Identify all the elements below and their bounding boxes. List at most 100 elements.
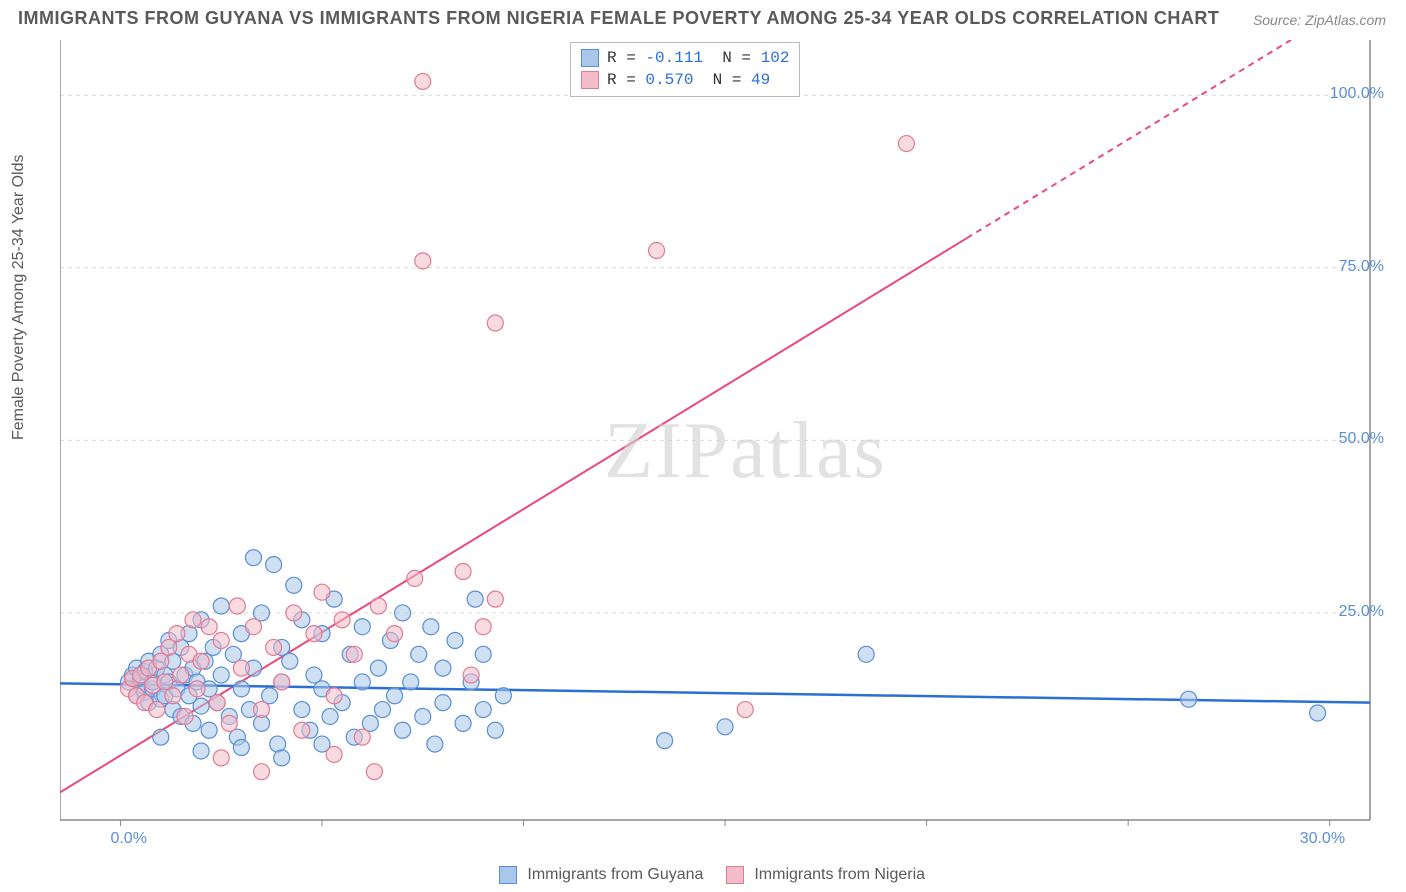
y-axis-label: Female Poverty Among 25-34 Year Olds bbox=[10, 155, 28, 441]
point-guyana bbox=[245, 550, 261, 566]
point-guyana bbox=[354, 674, 370, 690]
point-nigeria bbox=[326, 746, 342, 762]
point-guyana bbox=[193, 743, 209, 759]
y-tick-label: 100.0% bbox=[1330, 85, 1384, 103]
point-nigeria bbox=[294, 722, 310, 738]
point-nigeria bbox=[233, 660, 249, 676]
y-tick-label: 50.0% bbox=[1339, 430, 1384, 448]
point-guyana bbox=[213, 598, 229, 614]
y-tick-label: 75.0% bbox=[1339, 258, 1384, 276]
stats-swatch-guyana bbox=[581, 49, 599, 67]
point-guyana bbox=[858, 646, 874, 662]
point-guyana bbox=[201, 722, 217, 738]
legend-label-guyana: Immigrants from Guyana bbox=[527, 866, 703, 883]
point-guyana bbox=[213, 667, 229, 683]
stats-swatch-nigeria bbox=[581, 71, 599, 89]
point-guyana bbox=[475, 702, 491, 718]
point-guyana bbox=[403, 674, 419, 690]
point-guyana bbox=[435, 695, 451, 711]
point-guyana bbox=[322, 708, 338, 724]
point-guyana bbox=[475, 646, 491, 662]
point-guyana bbox=[435, 660, 451, 676]
point-nigeria bbox=[314, 584, 330, 600]
point-guyana bbox=[286, 577, 302, 593]
point-guyana bbox=[266, 557, 282, 573]
stats-row-nigeria: R = 0.570 N = 49 bbox=[581, 69, 789, 91]
point-nigeria bbox=[370, 598, 386, 614]
legend-swatch-nigeria bbox=[726, 866, 744, 884]
source-attribution: Source: ZipAtlas.com bbox=[1253, 12, 1386, 28]
point-nigeria bbox=[213, 750, 229, 766]
source-label: Source: bbox=[1253, 12, 1301, 28]
source-value: ZipAtlas.com bbox=[1305, 12, 1386, 28]
x-tick-label: 0.0% bbox=[110, 830, 146, 848]
point-nigeria bbox=[149, 702, 165, 718]
point-guyana bbox=[294, 702, 310, 718]
point-nigeria bbox=[334, 612, 350, 628]
point-guyana bbox=[374, 702, 390, 718]
point-guyana bbox=[233, 681, 249, 697]
point-guyana bbox=[423, 619, 439, 635]
point-nigeria bbox=[487, 591, 503, 607]
point-guyana bbox=[395, 605, 411, 621]
point-nigeria bbox=[254, 764, 270, 780]
point-nigeria bbox=[177, 708, 193, 724]
point-guyana bbox=[354, 619, 370, 635]
point-guyana bbox=[467, 591, 483, 607]
point-guyana bbox=[657, 733, 673, 749]
scatter-chart bbox=[60, 40, 1390, 840]
point-nigeria bbox=[487, 315, 503, 331]
point-guyana bbox=[395, 722, 411, 738]
point-guyana bbox=[487, 722, 503, 738]
plot-area: ZIPatlas R = -0.111 N = 102R = 0.570 N =… bbox=[60, 40, 1390, 840]
point-nigeria bbox=[415, 73, 431, 89]
point-nigeria bbox=[286, 605, 302, 621]
point-guyana bbox=[282, 653, 298, 669]
point-nigeria bbox=[201, 619, 217, 635]
point-nigeria bbox=[185, 612, 201, 628]
point-guyana bbox=[153, 729, 169, 745]
point-guyana bbox=[455, 715, 471, 731]
point-nigeria bbox=[213, 633, 229, 649]
point-guyana bbox=[495, 688, 511, 704]
point-nigeria bbox=[165, 688, 181, 704]
point-nigeria bbox=[266, 639, 282, 655]
point-guyana bbox=[411, 646, 427, 662]
point-guyana bbox=[370, 660, 386, 676]
point-nigeria bbox=[346, 646, 362, 662]
point-nigeria bbox=[649, 243, 665, 259]
point-nigeria bbox=[737, 702, 753, 718]
point-guyana bbox=[1310, 705, 1326, 721]
point-nigeria bbox=[354, 729, 370, 745]
x-tick-label: 30.0% bbox=[1300, 830, 1345, 848]
point-nigeria bbox=[221, 715, 237, 731]
point-nigeria bbox=[229, 598, 245, 614]
point-guyana bbox=[415, 708, 431, 724]
y-tick-label: 25.0% bbox=[1339, 603, 1384, 621]
point-nigeria bbox=[387, 626, 403, 642]
point-nigeria bbox=[193, 653, 209, 669]
legend-swatch-guyana bbox=[499, 866, 517, 884]
point-guyana bbox=[387, 688, 403, 704]
point-guyana bbox=[274, 750, 290, 766]
point-nigeria bbox=[407, 570, 423, 586]
stats-legend-box: R = -0.111 N = 102R = 0.570 N = 49 bbox=[570, 42, 800, 97]
point-nigeria bbox=[209, 695, 225, 711]
point-guyana bbox=[1181, 691, 1197, 707]
point-nigeria bbox=[169, 626, 185, 642]
point-nigeria bbox=[455, 564, 471, 580]
point-guyana bbox=[447, 633, 463, 649]
point-guyana bbox=[427, 736, 443, 752]
point-nigeria bbox=[366, 764, 382, 780]
point-guyana bbox=[717, 719, 733, 735]
point-nigeria bbox=[173, 667, 189, 683]
point-nigeria bbox=[898, 136, 914, 152]
point-nigeria bbox=[189, 681, 205, 697]
point-nigeria bbox=[245, 619, 261, 635]
chart-title: IMMIGRANTS FROM GUYANA VS IMMIGRANTS FRO… bbox=[18, 8, 1219, 29]
point-guyana bbox=[233, 740, 249, 756]
legend-label-nigeria: Immigrants from Nigeria bbox=[754, 866, 925, 883]
point-nigeria bbox=[254, 702, 270, 718]
stats-row-guyana: R = -0.111 N = 102 bbox=[581, 47, 789, 69]
x-axis-legend: Immigrants from Guyana Immigrants from N… bbox=[0, 866, 1406, 884]
